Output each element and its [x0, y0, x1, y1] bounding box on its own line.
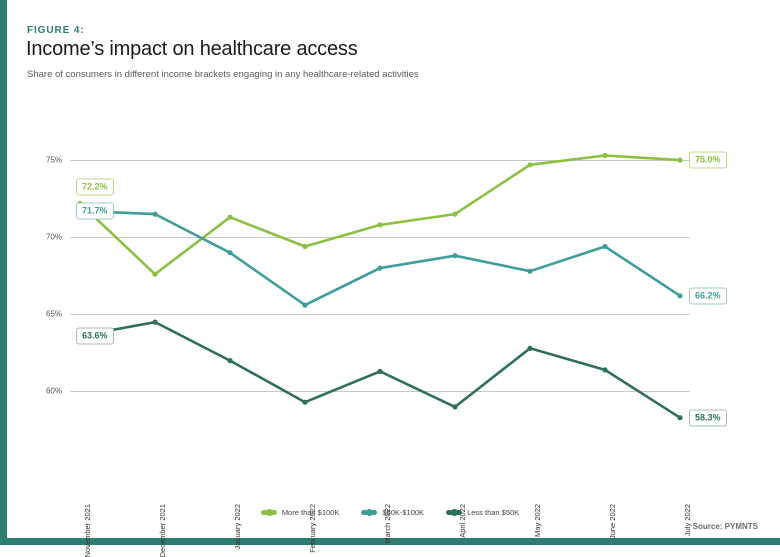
data-point — [527, 162, 533, 168]
legend-label: $50K-$100K — [382, 508, 425, 517]
value-callout-start: 63.6% — [76, 327, 114, 345]
data-point — [602, 367, 608, 373]
y-axis-tick-label: 60% — [45, 386, 62, 396]
data-point — [302, 399, 308, 405]
data-point — [677, 157, 683, 163]
y-axis-tick-label: 65% — [45, 309, 62, 319]
data-point — [227, 250, 233, 256]
series-line — [78, 154, 682, 276]
series-lines — [77, 152, 683, 421]
y-axis-tick-label: 75% — [45, 155, 62, 165]
value-callout-end: 66.2% — [689, 287, 727, 305]
value-callout-start: 71.7% — [76, 202, 114, 220]
data-point — [602, 243, 608, 250]
data-point — [677, 415, 683, 421]
left-accent-rule — [0, 0, 7, 545]
gridline — [70, 160, 690, 162]
data-point — [227, 358, 233, 364]
y-axis-tick-label: 70% — [45, 232, 62, 242]
value-callout-end: 75.0% — [689, 151, 727, 169]
plot-area: 60% 65% 70% 75% 72.2% 75.0% 71.7% 66.2% 63.6% 58… — [46, 137, 727, 430]
bottom-accent-rule — [0, 538, 780, 545]
legend-item[interactable]: $50K-$100K — [361, 508, 424, 517]
data-point — [377, 368, 383, 374]
data-point — [377, 222, 383, 228]
legend-label: More than $100K — [281, 508, 340, 517]
data-point — [677, 293, 683, 299]
page-subtitle: Share of consumers in different income b… — [27, 69, 419, 80]
legend-label: Less than $50K — [467, 508, 520, 517]
gridline — [70, 391, 690, 393]
chart-legend: More than $100K $50K-$100K Less than $50K — [0, 508, 780, 517]
legend-item[interactable]: Less than $50K — [446, 508, 519, 517]
data-point — [227, 214, 233, 220]
value-callout-end: 58.3% — [689, 409, 727, 427]
line-chart: 60% 65% 70% 75% 72.2% 75.0% 71.7% 66.2% 63.6% 58… — [0, 110, 780, 557]
value-callout-start: 72.2% — [76, 178, 114, 196]
gridline — [70, 237, 690, 239]
data-point — [452, 404, 458, 410]
figure-number: FIGURE 4: — [27, 25, 85, 36]
source-note: Source: PYMNTS — [692, 522, 758, 531]
data-point — [152, 211, 158, 217]
data-point — [527, 345, 533, 351]
legend-swatch-icon — [260, 508, 277, 516]
data-point — [302, 243, 308, 250]
data-point — [452, 211, 458, 217]
legend-item[interactable]: More than $100K — [260, 508, 340, 517]
data-point — [302, 302, 308, 308]
data-point — [527, 268, 533, 274]
gridline — [70, 314, 690, 316]
legend-swatch-icon — [446, 508, 463, 516]
page-title: Income’s impact on healthcare access — [26, 38, 358, 60]
data-point — [152, 319, 158, 325]
data-point — [452, 253, 458, 259]
legend-swatch-icon — [361, 508, 378, 516]
data-point — [602, 152, 608, 159]
data-point — [377, 265, 383, 271]
data-point — [152, 271, 158, 277]
